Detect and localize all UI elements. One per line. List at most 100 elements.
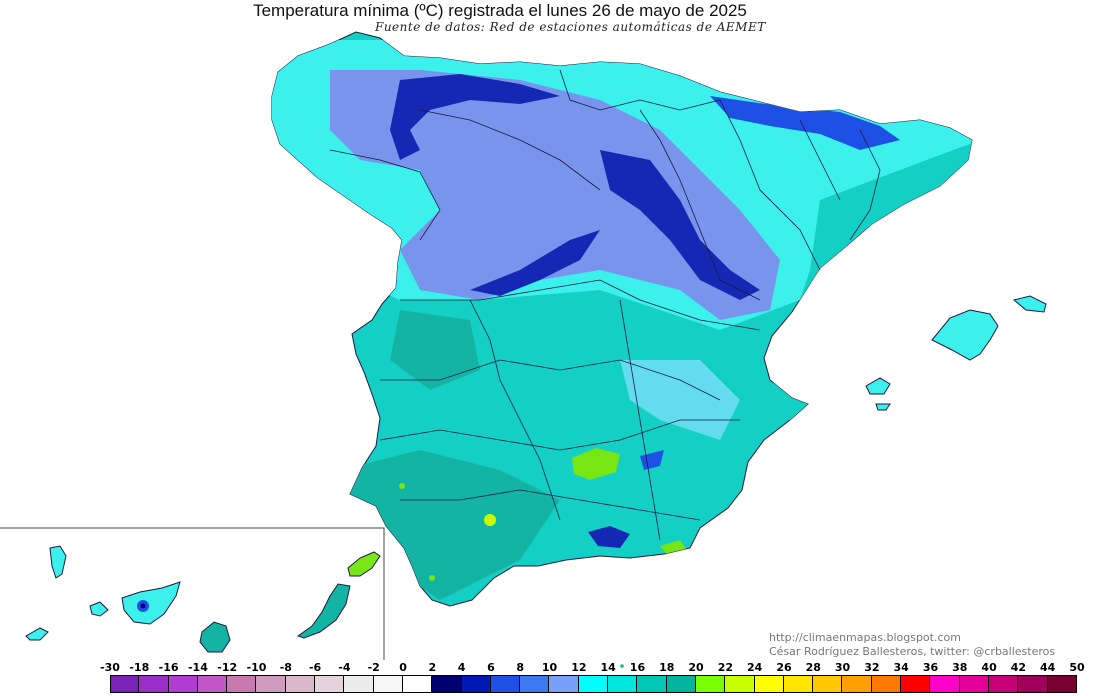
zone-cadiz-warm [429,575,435,581]
legend-swatch [285,676,316,692]
zone-cordillera-cantabrica [390,74,560,160]
legend-swatch [197,676,228,692]
map-title: Temperatura mínima (ºC) registrada el lu… [253,1,747,20]
legend-label: 42 [1010,661,1027,674]
legend-swatch [461,676,491,692]
legend-swatch [754,676,784,692]
legend-label: 44 [1040,661,1056,674]
credits: http://climaenmapas.blogspot.com César R… [769,631,1055,659]
legend-label: 20 [688,661,704,674]
island-menorca [1012,295,1047,313]
legend-label: 30 [834,661,851,674]
legend-swatch [432,676,462,692]
island-el-hierro [25,627,49,641]
legend-label: 32 [864,661,880,674]
legend-swatch [256,676,286,692]
legend-swatch [666,676,696,692]
canary-islands-inset [0,527,385,660]
legend-label: -18 [129,661,150,674]
island-la-gomera [89,601,109,617]
legend-swatch [139,676,169,692]
legend-swatch [608,676,638,692]
legend-label: 16 [629,661,646,674]
legend-swatch [1047,676,1077,692]
legend-label: -4 [338,661,351,674]
legend-swatch [315,676,345,692]
legend-label: 50 [1069,661,1085,674]
balearic-islands [865,295,1047,411]
legend-labels: -30 -18 -16 -14 -12 -10 -8 -6 -4 -2 0 2 4 6 8 10 12 14 16 1… [0,661,1098,675]
zone-huelva-warm [399,483,405,489]
legend-label: 10 [541,661,558,674]
island-tenerife [121,581,181,625]
legend-swatch [110,676,140,692]
island-gran-canaria [199,621,231,653]
legend-label: 40 [981,661,997,674]
zone-sevilla-warm [484,514,496,526]
zone-pirineos [710,96,900,150]
legend-swatch [842,676,872,692]
legend-label: 12 [571,661,587,674]
legend-swatch [637,676,667,692]
legend-label: 0 [399,661,407,674]
data-source: Fuente de datos: Red de estaciones autom… [375,20,766,34]
regional-borders [329,69,881,541]
legend-swatch [725,676,755,692]
legend-label: 6 [487,661,495,674]
credits-website: http://climaenmapas.blogspot.com [769,631,961,644]
zone-sierra-nevada [588,526,630,548]
legend-label: -30 [100,661,120,674]
legend-label: 4 [457,661,466,674]
legend-label: 14 [600,661,616,674]
legend-swatch [901,676,931,692]
legend-label: 22 [717,661,734,674]
legend-label: 2 [428,661,437,674]
legend-swatch [959,676,989,692]
island-ibiza [865,377,891,395]
legend-label: -16 [158,661,179,674]
legend-label: -14 [187,661,208,674]
legend-label: -8 [279,661,292,674]
mainland-spain [271,31,973,607]
legend-label: 26 [776,661,792,674]
zone-sistema-central [470,230,600,296]
legend-swatch [227,676,257,692]
legend-label: 36 [922,661,939,674]
legend-swatch [490,676,521,692]
legend-label: 18 [659,661,675,674]
island-mallorca [931,309,999,361]
legend-swatch [871,676,902,692]
legend-label: 8 [516,661,525,674]
legend-swatch [373,676,403,692]
legend-swatch [549,676,579,692]
legend-swatch [930,676,960,692]
zone-meseta-norte [330,70,780,320]
legend-label: 24 [747,661,763,674]
island-formentera [875,403,891,411]
legend-swatch [783,676,814,692]
legend-swatch [695,676,726,692]
legend-label: 38 [952,661,968,674]
legend-swatch [168,676,198,692]
legend-swatch [402,676,433,692]
inset-frame [0,527,385,660]
island-lanzarote [347,551,381,577]
legend-color-bar [110,675,1077,693]
island-fuerteventura [296,583,351,639]
legend-label: -2 [367,661,380,674]
island-la-palma [49,545,67,579]
legend-label: 34 [893,661,909,674]
legend-swatch [988,676,1019,692]
legend-marker-dot [620,664,624,668]
zone-extremadura [390,310,480,390]
legend-label: 28 [805,661,821,674]
teide-core [140,603,146,609]
zone-sistema-iberico [600,150,760,300]
credits-author: César Rodríguez Ballesteros, twitter: @c… [769,645,1056,658]
legend-swatch [344,676,374,692]
legend-label: -12 [217,661,238,674]
legend-swatch [813,676,843,692]
legend-swatch [578,676,609,692]
legend-swatch [1018,676,1048,692]
